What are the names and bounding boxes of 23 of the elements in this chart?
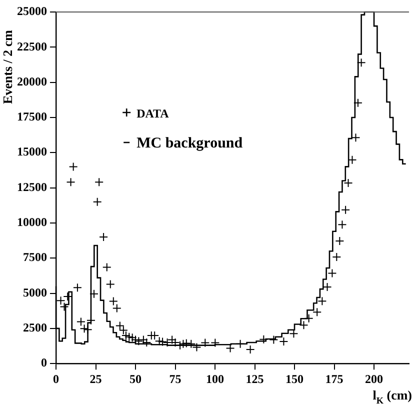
legend-label: DATA [136,106,170,120]
legend-label: MC background [136,135,244,152]
x-tick-label: 0 [53,372,59,386]
x-tick-label: 50 [130,372,142,386]
y-tick-label: 25000 [17,4,47,18]
y-tick-label: 12500 [17,180,47,194]
x-tick-label: 200 [365,372,384,386]
y-tick-label: 5000 [23,285,47,300]
x-tick-label: 75 [169,372,182,386]
x-tick-label: 175 [325,372,344,386]
y-tick-label: 0 [41,356,47,370]
y-tick-label: 20000 [17,74,47,88]
y-axis-title: Events / 2 cm [0,30,15,104]
x-tick-label: 100 [206,372,224,386]
y-tick-label: 15000 [17,144,47,159]
y-tick-label: 10000 [17,215,47,230]
x-tick-label: 25 [90,372,102,386]
x-tick-label: 125 [246,372,264,386]
y-tick-label: 22500 [17,39,47,54]
y-tick-label: 7500 [23,250,47,264]
x-tick-label: 150 [286,372,304,386]
y-tick-label: 2500 [23,320,47,335]
y-tick-label: 17500 [17,110,47,124]
